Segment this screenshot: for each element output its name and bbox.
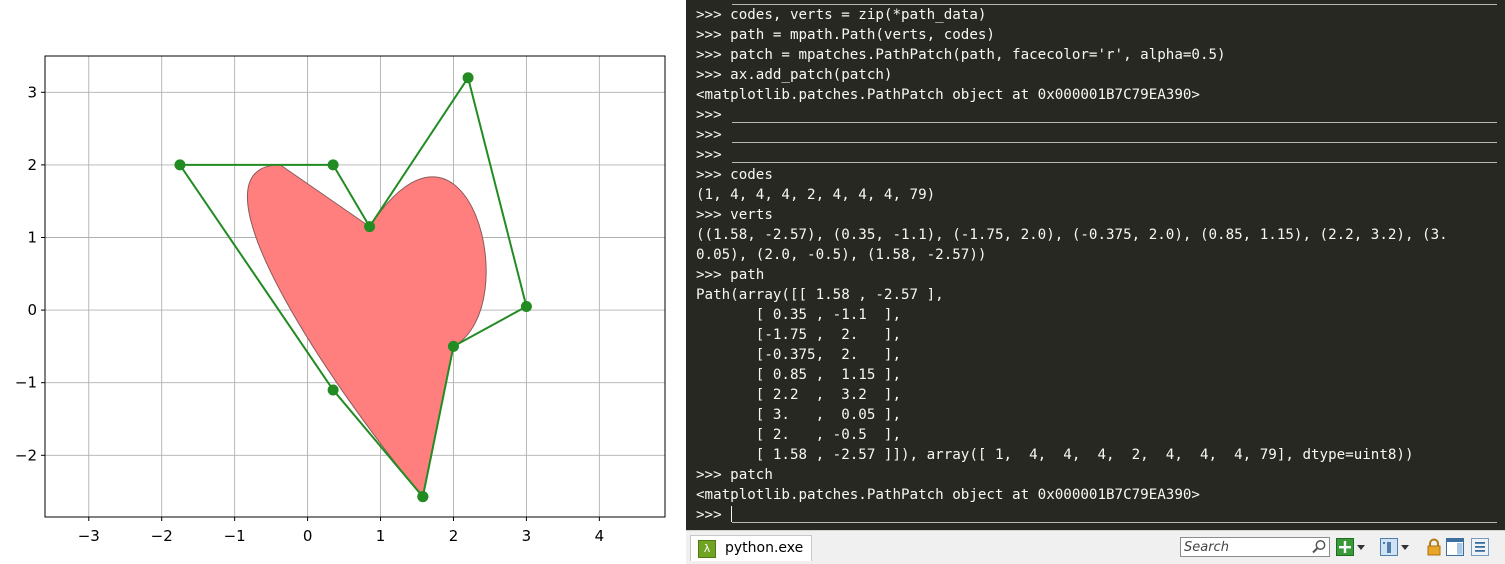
python-console[interactable]: >>> codes, verts = zip(*path_data) >>> pa… <box>686 0 1505 530</box>
console-line-text: >>> ax.add_patch(patch) <box>696 67 893 83</box>
console-line-text: <matplotlib.patches.PathPatch object at … <box>696 87 1200 103</box>
console-line: <matplotlib.patches.PathPatch object at … <box>696 485 1497 505</box>
x-tick-label: 3 <box>522 527 532 545</box>
console-line: [ 0.35 , -1.1 ], <box>696 305 1497 325</box>
new-console-icon[interactable] <box>1336 538 1354 556</box>
x-tick-label: −1 <box>224 527 246 545</box>
console-line: >>> <box>696 105 1497 125</box>
console-line-text: [-0.375, 2. ], <box>696 347 901 363</box>
dropdown-icon[interactable] <box>1400 538 1410 556</box>
console-line: [ 3. , 0.05 ], <box>696 405 1497 425</box>
window-icon[interactable] <box>1446 538 1464 556</box>
x-tick-label: 4 <box>595 527 605 545</box>
console-line: [ 1.58 , -2.57 ]]), array([ 1, 4, 4, 4, … <box>696 445 1497 465</box>
console-line: [ 2. , -0.5 ], <box>696 425 1497 445</box>
dropdown-icon[interactable] <box>1356 538 1366 556</box>
console-line: ((1.58, -2.57), (0.35, -1.1), (-1.75, 2.… <box>696 225 1497 245</box>
console-line-text: [ 0.35 , -1.1 ], <box>696 307 901 323</box>
chart-ticks: −3 −2 −1 0 1 2 3 4 −2 −1 0 1 2 3 <box>15 83 604 545</box>
x-tick-label: 0 <box>303 527 313 545</box>
console-line: >>> <box>696 505 1497 525</box>
y-tick-label: −1 <box>15 374 37 392</box>
y-tick-label: 0 <box>27 301 37 319</box>
console-line: [ 0.85 , 1.15 ], <box>696 365 1497 385</box>
console-line-text: <matplotlib.patches.PathPatch object at … <box>696 487 1200 503</box>
y-tick-label: −2 <box>15 446 37 464</box>
console-line-text: 0.05), (2.0, -0.5), (1.58, -2.57)) <box>696 247 987 263</box>
console-line: [-0.375, 2. ], <box>696 345 1497 365</box>
x-tick-label: −3 <box>78 527 100 545</box>
chart-patch-layer <box>247 164 487 498</box>
console-line-text: >>> verts <box>696 207 773 223</box>
text-caret <box>731 506 733 522</box>
vertex-marker <box>327 159 339 171</box>
console-line-text: >>> <box>696 107 722 123</box>
console-line: <matplotlib.patches.PathPatch object at … <box>696 85 1497 105</box>
vertex-marker <box>520 300 532 312</box>
y-tick-label: 1 <box>27 228 37 246</box>
console-line: >>> codes <box>696 165 1497 185</box>
console-line-text: [ 2. , -0.5 ], <box>696 427 901 443</box>
heart-patch <box>247 164 487 498</box>
console-taskbar: λ python.exe <box>686 530 1505 564</box>
y-tick-label: 3 <box>27 83 37 101</box>
console-line: >>> patch <box>696 465 1497 485</box>
console-line: [-1.75 , 2. ], <box>696 325 1497 345</box>
console-line-text: [ 1.58 , -2.57 ]]), array([ 1, 4, 4, 4, … <box>696 447 1414 463</box>
vertex-marker <box>447 340 459 352</box>
vertex-marker <box>174 159 186 171</box>
input-rule <box>732 4 1497 5</box>
console-line: >>> path <box>696 265 1497 285</box>
search-icon[interactable] <box>1311 539 1327 555</box>
matplotlib-figure: −3 −2 −1 0 1 2 3 4 −2 −1 0 1 2 3 <box>0 0 686 563</box>
console-line-text: >>> <box>696 507 731 523</box>
console-line-text: [ 0.85 , 1.15 ], <box>696 367 901 383</box>
tab-python-exe[interactable]: λ python.exe <box>690 535 812 561</box>
console-line: Path(array([[ 1.58 , -2.57 ], <box>696 285 1497 305</box>
console-line-text: >>> codes, verts = zip(*path_data) <box>696 7 987 23</box>
console-line-text: >>> <box>696 147 722 163</box>
search-input[interactable] <box>1184 538 1302 556</box>
x-tick-label: 1 <box>376 527 386 545</box>
console-line-text: ((1.58, -2.57), (0.35, -1.1), (-1.75, 2.… <box>696 227 1448 243</box>
console-line-text: [ 3. , 0.05 ], <box>696 407 901 423</box>
console-output: >>> codes, verts = zip(*path_data) >>> pa… <box>696 5 1497 525</box>
chart: −3 −2 −1 0 1 2 3 4 −2 −1 0 1 2 3 <box>15 55 666 545</box>
console-line-text: >>> path <box>696 267 765 283</box>
console-line: >>> <box>696 125 1497 145</box>
console-line-text: [-1.75 , 2. ], <box>696 327 901 343</box>
console-line-text: [ 2.2 , 3.2 ], <box>696 387 901 403</box>
console-line: (1, 4, 4, 4, 2, 4, 4, 4, 79) <box>696 185 1497 205</box>
vertex-marker <box>417 491 429 503</box>
lock-icon[interactable] <box>1425 538 1443 556</box>
vertex-marker <box>462 72 474 84</box>
console-line-text: >>> codes <box>696 167 773 183</box>
search-box[interactable] <box>1180 537 1330 557</box>
console-line: [ 2.2 , 3.2 ], <box>696 385 1497 405</box>
menu-icon[interactable] <box>1471 538 1489 556</box>
console-line-text: >>> <box>696 127 722 143</box>
console-line-text: >>> patch <box>696 467 773 483</box>
console-line-text: Path(array([[ 1.58 , -2.57 ], <box>696 287 944 303</box>
chart-marker-layer <box>174 72 532 503</box>
console-line: >>> verts <box>696 205 1497 225</box>
x-tick-label: −2 <box>151 527 173 545</box>
console-line-text: (1, 4, 4, 4, 2, 4, 4, 4, 79) <box>696 187 936 203</box>
vertex-marker <box>364 221 376 233</box>
console-line: >>> <box>696 145 1497 165</box>
console-line-text: >>> path = mpath.Path(verts, codes) <box>696 27 995 43</box>
console-line-text: >>> patch = mpatches.PathPatch(path, fac… <box>696 47 1226 63</box>
console-line: 0.05), (2.0, -0.5), (1.58, -2.57)) <box>696 245 1497 265</box>
x-tick-label: 2 <box>449 527 459 545</box>
vertex-marker <box>327 384 339 396</box>
console-line: >>> ax.add_patch(patch) <box>696 65 1497 85</box>
y-tick-label: 2 <box>27 156 37 174</box>
layout-icon[interactable] <box>1380 538 1398 556</box>
tab-label: python.exe <box>725 540 804 556</box>
lambda-icon: λ <box>698 540 716 558</box>
axes-frame <box>44 55 666 518</box>
console-line: >>> path = mpath.Path(verts, codes) <box>696 25 1497 45</box>
console-line: >>> codes, verts = zip(*path_data) <box>696 5 1497 25</box>
console-line: >>> patch = mpatches.PathPatch(path, fac… <box>696 45 1497 65</box>
